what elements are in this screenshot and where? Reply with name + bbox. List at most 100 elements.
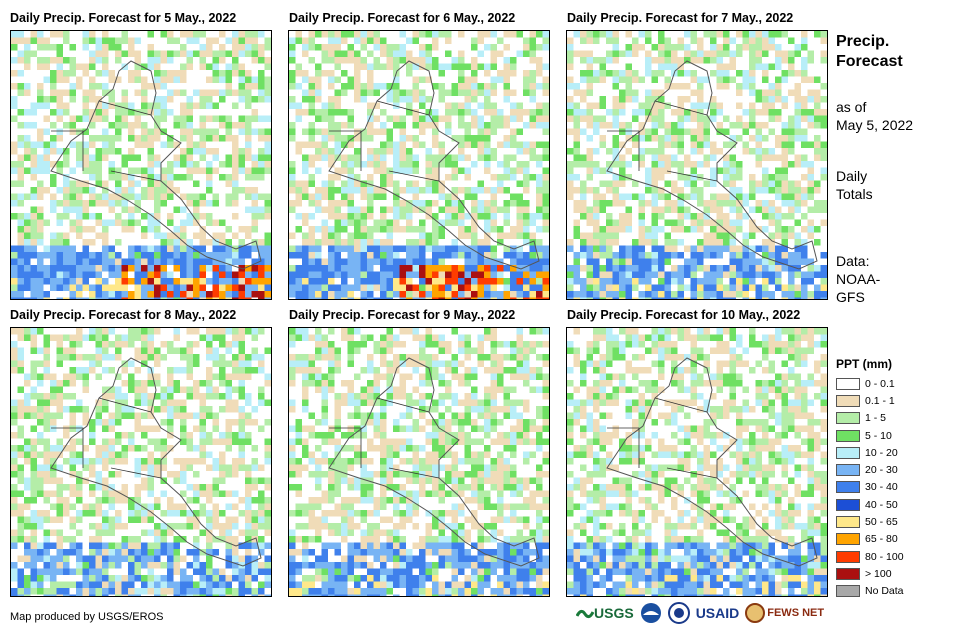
precip-cell	[406, 297, 413, 299]
precip-cell	[632, 31, 639, 38]
precip-cell	[497, 63, 504, 71]
precip-cell	[464, 70, 472, 77]
precip-cell	[645, 50, 652, 58]
precip-cell	[69, 187, 77, 194]
precip-cell	[321, 44, 329, 51]
precip-cell	[484, 50, 491, 58]
precip-cell	[206, 83, 213, 90]
precip-cell	[510, 239, 517, 246]
precip-cell	[24, 200, 31, 207]
precip-cell	[154, 96, 161, 103]
precip-cell	[438, 258, 446, 266]
precip-cell	[645, 206, 652, 214]
precip-cell	[386, 278, 394, 285]
precip-cell	[173, 297, 181, 299]
precip-cell	[11, 291, 18, 298]
precip-cell	[490, 63, 498, 71]
precip-cell	[542, 148, 549, 155]
precip-cell	[716, 31, 724, 38]
precip-cell	[56, 187, 64, 194]
precip-cell	[432, 109, 439, 116]
precip-cell	[516, 206, 524, 214]
precip-cell	[638, 200, 646, 207]
precip-cell	[729, 161, 737, 168]
precip-cell	[523, 297, 530, 299]
precip-cell	[173, 258, 181, 266]
precip-cell	[206, 187, 213, 194]
precip-cell	[147, 252, 155, 259]
precip-cell	[625, 135, 633, 142]
precip-cell	[180, 284, 187, 292]
precip-cell	[490, 161, 498, 168]
precip-cell	[347, 239, 355, 246]
precip-cell	[768, 284, 776, 292]
precip-cell	[115, 200, 122, 207]
precip-cell	[451, 135, 459, 142]
precip-cell	[302, 148, 309, 155]
precip-cell	[399, 213, 407, 220]
precip-cell	[619, 167, 626, 175]
precip-cell	[154, 50, 161, 58]
precip-cell	[490, 232, 498, 240]
precip-cell	[193, 239, 200, 246]
precip-cell	[703, 258, 711, 266]
precip-cell	[108, 148, 116, 155]
precip-cell	[586, 44, 594, 51]
precip-cell	[567, 44, 574, 51]
precip-cell	[567, 174, 574, 181]
precip-cell	[794, 128, 802, 136]
precip-cell	[160, 50, 168, 58]
precip-cell	[102, 258, 109, 266]
precip-cell	[121, 271, 129, 279]
precip-cell	[586, 135, 594, 142]
precip-cell	[419, 148, 426, 155]
precip-cell	[347, 135, 355, 142]
precip-cell	[212, 297, 220, 299]
precip-cell	[108, 135, 116, 142]
precip-cell	[593, 226, 600, 233]
precip-cell	[115, 63, 122, 71]
precip-cell	[723, 271, 730, 279]
precip-cell	[69, 31, 77, 38]
precip-cell	[580, 37, 587, 45]
precip-cell	[586, 161, 594, 168]
precip-cell	[89, 284, 96, 292]
precip-cell	[749, 252, 756, 259]
precip-cell	[167, 141, 174, 149]
precip-cell	[807, 83, 815, 90]
precip-cell	[788, 96, 795, 103]
precip-cell	[729, 109, 737, 116]
precip-cell	[251, 76, 259, 84]
precip-cell	[212, 226, 220, 233]
precip-cell	[160, 284, 168, 292]
precip-cell	[102, 284, 109, 292]
precip-cell	[710, 232, 717, 240]
precip-cell	[82, 167, 90, 175]
precip-cell	[315, 89, 322, 97]
precip-cell	[295, 219, 303, 227]
precip-cell	[334, 252, 342, 259]
precip-cell	[295, 232, 303, 240]
precip-cell	[658, 83, 665, 90]
precip-cell	[671, 154, 678, 162]
precip-cell	[736, 50, 743, 58]
precip-cell	[341, 187, 348, 194]
precip-cell	[664, 141, 672, 149]
precip-cell	[464, 50, 472, 58]
precip-cell	[393, 271, 400, 279]
precip-cell	[510, 96, 517, 103]
precip-cell	[464, 193, 472, 201]
precip-cell	[625, 213, 633, 220]
precip-cell	[412, 44, 420, 51]
precip-cell	[729, 174, 737, 181]
precip-cell	[749, 180, 756, 188]
precip-cell	[108, 161, 116, 168]
precip-cell	[619, 278, 626, 285]
precip-cell	[723, 284, 730, 292]
precip-cell	[219, 128, 226, 136]
precip-cell	[232, 122, 239, 129]
precip-cell	[599, 83, 607, 90]
precip-cell	[606, 284, 613, 292]
precip-cell	[593, 193, 600, 201]
precip-cell	[128, 252, 135, 259]
